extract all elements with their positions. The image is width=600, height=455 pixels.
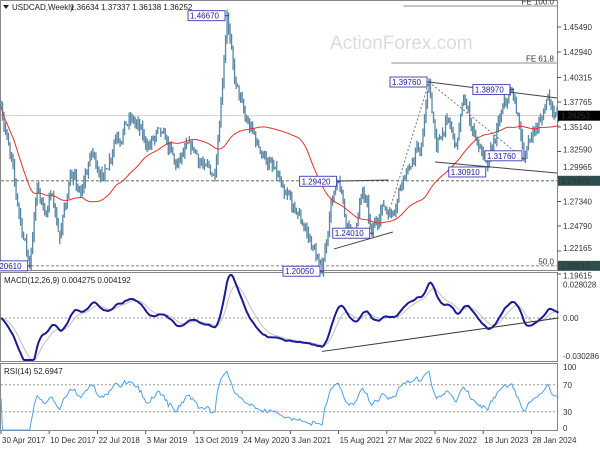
axes-layer: 1.45490 1.42940 1.40315 1.37765 1.35140 1.325… (0, 23, 600, 445)
date-tick-label: 30 Apr 2017 (2, 436, 46, 445)
macd-layer (0, 273, 560, 361)
macd-trendline (321, 317, 559, 352)
pivot-label: 1.29420 (302, 177, 331, 186)
price-tick-label: 1.27340 (563, 198, 592, 207)
main-pane[interactable] (0, 0, 558, 271)
main-layer: FE 100.0 FE 61.8 50.0 1.46670 1.39760 1.38970… (0, 0, 560, 277)
date-tick-label: 18 Jun 2023 (484, 436, 529, 445)
date-tick-label: 3 Mar 2019 (147, 436, 188, 445)
rsi-layer (0, 370, 559, 431)
collapse-triangle-icon[interactable] (3, 5, 9, 9)
price-badge-label: 1.29470 (561, 177, 590, 186)
price-tick-label: 1.40315 (563, 74, 592, 83)
macd-signal-line (0, 285, 559, 361)
pivot-label-box (332, 227, 371, 239)
price-tick-label: 1.37765 (563, 98, 592, 107)
sma-line (0, 106, 559, 224)
trendline (333, 231, 393, 250)
date-tick-label: 22 Jul 2018 (98, 436, 140, 445)
date-tick-label: 27 Mar 2022 (388, 436, 433, 445)
price-tick-label: 1.45490 (563, 23, 592, 32)
date-tick-label: 6 Nov 2022 (436, 436, 477, 445)
pivot-label: 1.30910 (451, 168, 480, 177)
price-badge-label: 1.36252 (561, 112, 590, 121)
pivot-label-box (0, 260, 29, 272)
date-tick-label: 10 Dec 2017 (50, 436, 96, 445)
trendline (434, 161, 558, 174)
price-tick-label: 1.24790 (563, 222, 592, 231)
pivot-label: 1.38970 (475, 86, 504, 95)
macd-tick-label: 0.028028 (563, 281, 597, 290)
price-badge-label: 1.20610 (561, 262, 590, 271)
rsi-tick-label: 100 (563, 363, 577, 372)
pivot-label-box (187, 10, 226, 22)
trendline (390, 81, 430, 205)
date-tick-label: 3 Jan 2021 (291, 436, 331, 445)
date-tick-label: 28 Jan 2024 (532, 436, 577, 445)
pivot-label: 1.39760 (392, 78, 421, 87)
fib-label: FE 100.0 (522, 0, 555, 6)
pivot-label-box (472, 84, 511, 96)
pivot-label: 1.20610 (0, 262, 22, 271)
pivot-label-box (448, 166, 487, 178)
fib-label: FE 61.8 (526, 55, 555, 64)
date-tick-label: 13 Oct 2019 (195, 436, 239, 445)
price-badge (558, 175, 600, 186)
rsi-tick-label: 70 (563, 381, 572, 390)
macd-label: MACD(12,26,9) 0.004275 0.004192 (4, 276, 131, 285)
pivot-label-box (299, 175, 338, 187)
watermark-logo: ActionForex.com (330, 33, 473, 54)
macd-tick-label: -0.030286 (563, 352, 600, 361)
macd-tick-label: 0.00 (563, 314, 579, 323)
date-tick-label: 15 Aug 2021 (340, 436, 385, 445)
rsi-line (0, 370, 559, 431)
rsi-tick-label: 30 (563, 408, 572, 417)
price-tick-label: 1.32590 (563, 146, 592, 155)
price-tick-label: 1.29965 (563, 163, 592, 172)
pivot-label: 1.46670 (190, 12, 219, 21)
rsi-pane[interactable] (0, 363, 558, 431)
price-tick-label: 1.19615 (563, 272, 592, 281)
fib-label: 50.0 (538, 257, 554, 266)
trendline (331, 179, 389, 182)
chart-symbol: USDCAD,Weekly (12, 3, 74, 12)
pivot-label: 1.31760 (487, 152, 516, 161)
pivot-label-box (389, 76, 428, 88)
pivot-label: 1.20050 (285, 267, 314, 276)
price-badge (558, 110, 600, 121)
price-tick-label: 1.42940 (563, 48, 592, 57)
pivot-label-box (282, 265, 321, 277)
ohlc-readout: 1.36634 1.37337 1.36138 1.36252 (70, 3, 193, 12)
price-tick-label: 1.35140 (563, 123, 592, 132)
macd-pane[interactable] (0, 272, 558, 362)
trendline (428, 81, 525, 160)
macd-line (0, 273, 560, 361)
price-tick-label: 1.22165 (563, 244, 592, 253)
price-badge (558, 260, 600, 271)
pivot-label: 1.24010 (335, 229, 364, 238)
date-tick-label: 24 May 2020 (243, 436, 290, 445)
pivot-label-box (484, 150, 523, 162)
rsi-label: RSI(14) 52.6947 (4, 367, 63, 376)
rsi-tick-label: 0 (563, 424, 568, 433)
